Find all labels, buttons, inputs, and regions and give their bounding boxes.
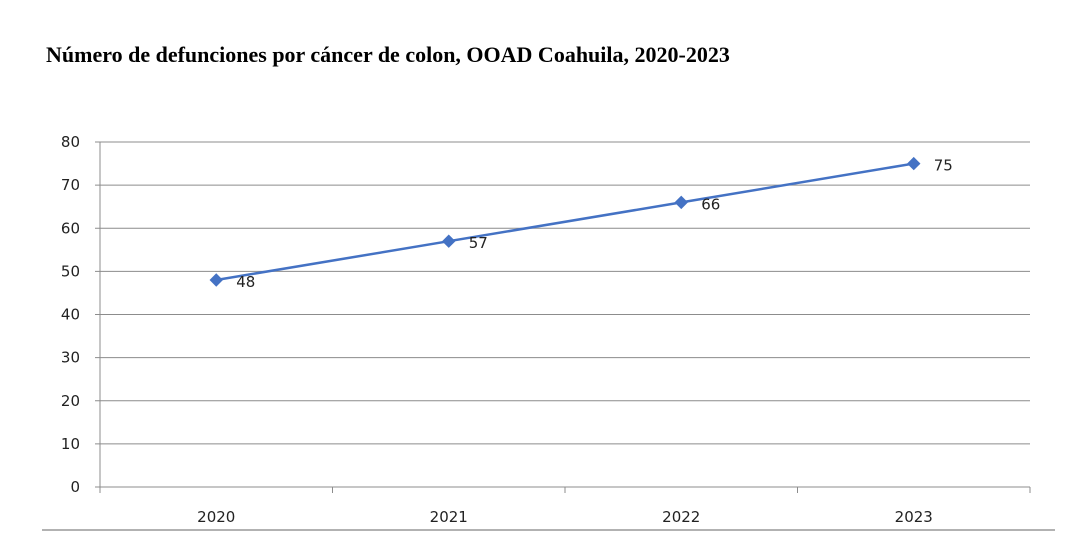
y-axis-tick-labels: 0 10 20 30 40 50 60 70 80 bbox=[61, 133, 80, 496]
y-tick-label-60: 60 bbox=[61, 219, 80, 237]
y-tick-label-20: 20 bbox=[61, 392, 80, 410]
y-tick-label-10: 10 bbox=[61, 435, 80, 453]
x-axis-tick-labels: 2020 2021 2022 2023 bbox=[197, 508, 933, 526]
x-tick-label-2023: 2023 bbox=[895, 508, 933, 526]
gridlines bbox=[100, 141, 1030, 445]
data-point-2023 bbox=[907, 156, 921, 171]
x-tick-label-2022: 2022 bbox=[662, 508, 700, 526]
data-label-2022: 66 bbox=[701, 195, 720, 213]
data-label-2020: 48 bbox=[236, 273, 255, 291]
x-tick-label-2021: 2021 bbox=[430, 508, 468, 526]
data-point-2020 bbox=[209, 273, 223, 287]
data-point-2022 bbox=[674, 195, 688, 210]
series bbox=[209, 156, 921, 287]
data-labels: 48 57 66 75 bbox=[236, 157, 953, 291]
y-tick-label-30: 30 bbox=[61, 349, 80, 367]
y-tick-label-70: 70 bbox=[61, 176, 80, 194]
data-point-2021 bbox=[442, 234, 456, 248]
y-tick-label-50: 50 bbox=[61, 262, 80, 280]
series-line-0 bbox=[216, 162, 914, 282]
data-label-2021: 57 bbox=[469, 234, 488, 252]
y-tick-label-0: 0 bbox=[70, 478, 80, 496]
data-label-2023: 75 bbox=[934, 157, 953, 175]
chart-title: Número de defunciones por cáncer de colo… bbox=[46, 42, 730, 67]
axes bbox=[42, 141, 1055, 531]
y-tick-label-80: 80 bbox=[61, 133, 80, 151]
y-tick-label-40: 40 bbox=[61, 306, 80, 324]
x-tick-label-2020: 2020 bbox=[197, 508, 235, 526]
